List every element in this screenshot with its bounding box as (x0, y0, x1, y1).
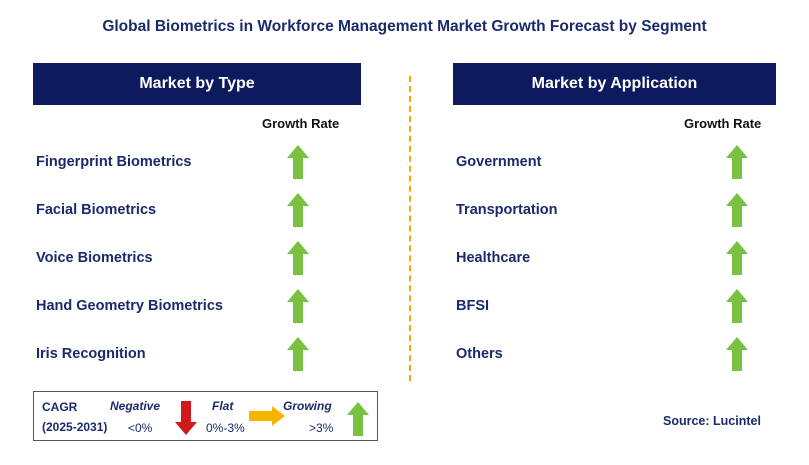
right-row-label: Transportation (456, 202, 558, 218)
left-panel-header: Market by Type (33, 63, 361, 105)
legend-negative-label: Negative (110, 399, 161, 413)
right-row-label: Others (456, 346, 503, 362)
legend-period: (2025-2031) (42, 420, 108, 434)
growing-arrow-icon (287, 289, 309, 323)
left-row-label: Fingerprint Biometrics (36, 154, 192, 170)
chart-title: Global Biometrics in Workforce Managemen… (102, 18, 707, 35)
growing-arrow-icon (726, 145, 748, 179)
growing-arrow-icon (726, 241, 748, 275)
left-row-label: Iris Recognition (36, 346, 146, 362)
growing-arrow-icon (287, 145, 309, 179)
growing-arrow-icon (287, 241, 309, 275)
left-row-label: Facial Biometrics (36, 202, 157, 218)
growing-arrow-icon (726, 289, 748, 323)
legend-negative-value: <0% (128, 421, 153, 435)
legend-growing-value: >3% (309, 421, 334, 435)
legend-growing-label: Growing (283, 399, 332, 413)
growing-arrow-icon (287, 193, 309, 227)
left-row-label: Voice Biometrics (36, 250, 153, 266)
growing-arrow-icon (726, 193, 748, 227)
flat-arrow-icon (249, 406, 285, 426)
right-panel-header: Market by Application (453, 63, 776, 105)
negative-arrow-icon (175, 401, 197, 435)
right-row-label: BFSI (456, 298, 490, 314)
cagr-legend: CAGR (2025-2031) Negative <0% Flat 0%-3%… (33, 391, 378, 441)
legend-cagr-label: CAGR (42, 400, 78, 414)
growing-arrow-icon (287, 337, 309, 371)
right-row-label: Government (456, 154, 542, 170)
growing-arrow-icon (726, 337, 748, 371)
left-row-label: Hand Geometry Biometrics (36, 298, 223, 314)
source-note: Source: Lucintel (663, 414, 761, 428)
right-row-label: Healthcare (456, 250, 531, 266)
right-growth-rate-label: Growth Rate (684, 116, 762, 131)
legend-flat-value: 0%-3% (206, 421, 245, 435)
panel-divider (409, 76, 411, 381)
legend-flat-label: Flat (212, 399, 234, 413)
growing-arrow-icon (347, 402, 369, 436)
left-growth-rate-label: Growth Rate (262, 116, 340, 131)
